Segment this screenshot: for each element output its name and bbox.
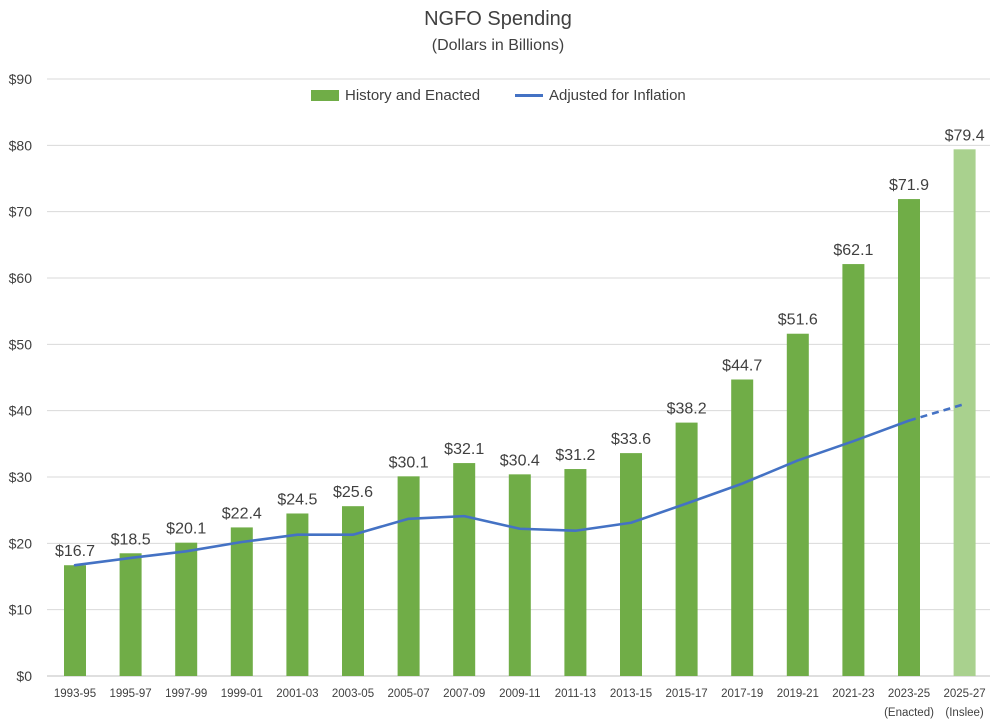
bar — [564, 469, 587, 676]
bar — [286, 513, 309, 676]
bar — [620, 453, 642, 676]
x-tick-label: 2011-13 — [555, 688, 596, 700]
bar — [508, 474, 531, 676]
bar-data-label: $24.5 — [277, 491, 317, 508]
bar-data-label: $32.1 — [444, 441, 484, 458]
y-tick-label: $0 — [16, 668, 32, 684]
legend-item-line: Adjusted for Inflation — [515, 87, 686, 104]
x-tick-label: 2025-27 — [943, 688, 985, 700]
y-tick-label: $40 — [9, 403, 33, 419]
x-tick-label: 2015-17 — [665, 688, 707, 700]
x-tick-label: 2009-11 — [499, 688, 540, 700]
bar-data-label: $71.9 — [889, 177, 929, 194]
bar-data-label: $30.4 — [500, 452, 540, 469]
bar — [953, 149, 976, 676]
bar-data-label: $31.2 — [555, 447, 595, 464]
bar-data-label: $38.2 — [667, 401, 707, 418]
legend-label-bars: History and Enacted — [345, 87, 481, 104]
x-tick-label: 2019-21 — [777, 688, 819, 700]
y-tick-label: $10 — [9, 602, 33, 618]
bar — [230, 527, 253, 676]
bar — [453, 463, 476, 676]
x-tick-label: 2005-07 — [387, 688, 429, 700]
bar — [786, 333, 809, 676]
bar — [119, 553, 142, 676]
x-tick-label: 1993-95 — [54, 688, 96, 700]
y-tick-label: $50 — [9, 336, 33, 352]
inflation-line-solid — [73, 419, 911, 567]
bar — [175, 542, 198, 676]
x-tick-label: 2003-05 — [332, 688, 374, 700]
x-tick-label: 2023-25 — [888, 688, 930, 700]
y-tick-label: $90 — [9, 71, 33, 87]
legend-item-bars: History and Enacted — [311, 87, 480, 104]
bar-data-label: $79.4 — [945, 127, 985, 144]
bar-data-label: $20.1 — [166, 521, 206, 538]
x-tick-label: 2001-03 — [276, 688, 318, 700]
bar — [342, 506, 364, 676]
x-tick-label: 2021-23 — [832, 688, 874, 700]
bar-data-label: $18.5 — [111, 531, 151, 548]
inflation-line-dashed — [908, 402, 965, 422]
x-tick-sublabel: (Enacted) — [884, 707, 934, 719]
bar-data-label: $16.7 — [55, 543, 95, 560]
legend-label-line: Adjusted for Inflation — [549, 87, 686, 104]
bar-data-label: $30.1 — [389, 454, 429, 471]
bar-data-label: $51.6 — [778, 312, 818, 329]
y-tick-label: $70 — [9, 204, 33, 220]
x-tick-label: 2017-19 — [721, 688, 763, 700]
bar — [898, 199, 920, 676]
chart-subtitle: (Dollars in Billions) — [431, 37, 565, 54]
y-tick-label: $30 — [9, 469, 33, 485]
legend-swatch-bars — [311, 90, 339, 101]
x-tick-label: 2007-09 — [443, 688, 485, 700]
y-tick-label: $80 — [9, 137, 33, 153]
chart-legend: History and Enacted Adjusted for Inflati… — [0, 87, 996, 109]
bar — [731, 379, 754, 676]
bar — [842, 264, 865, 676]
bar-data-label: $62.1 — [833, 242, 873, 259]
x-tick-sublabel: (Inslee) — [945, 707, 984, 719]
chart-title: NGFO Spending — [424, 8, 572, 30]
bar-data-label: $25.6 — [333, 484, 373, 501]
x-tick-label: 1999-01 — [221, 688, 263, 700]
x-tick-label: 1997-99 — [165, 688, 207, 700]
bar — [64, 565, 86, 676]
x-tick-label: 2013-15 — [610, 688, 652, 700]
bar-data-label: $22.4 — [222, 505, 262, 522]
bar — [397, 476, 420, 676]
bar-data-label: $33.6 — [611, 431, 651, 448]
bar — [675, 422, 698, 676]
x-tick-label: 1995-97 — [109, 688, 151, 700]
y-tick-label: $20 — [9, 535, 33, 551]
legend-swatch-line — [515, 94, 543, 97]
y-tick-label: $60 — [9, 270, 33, 286]
bar-data-label: $44.7 — [722, 357, 762, 374]
